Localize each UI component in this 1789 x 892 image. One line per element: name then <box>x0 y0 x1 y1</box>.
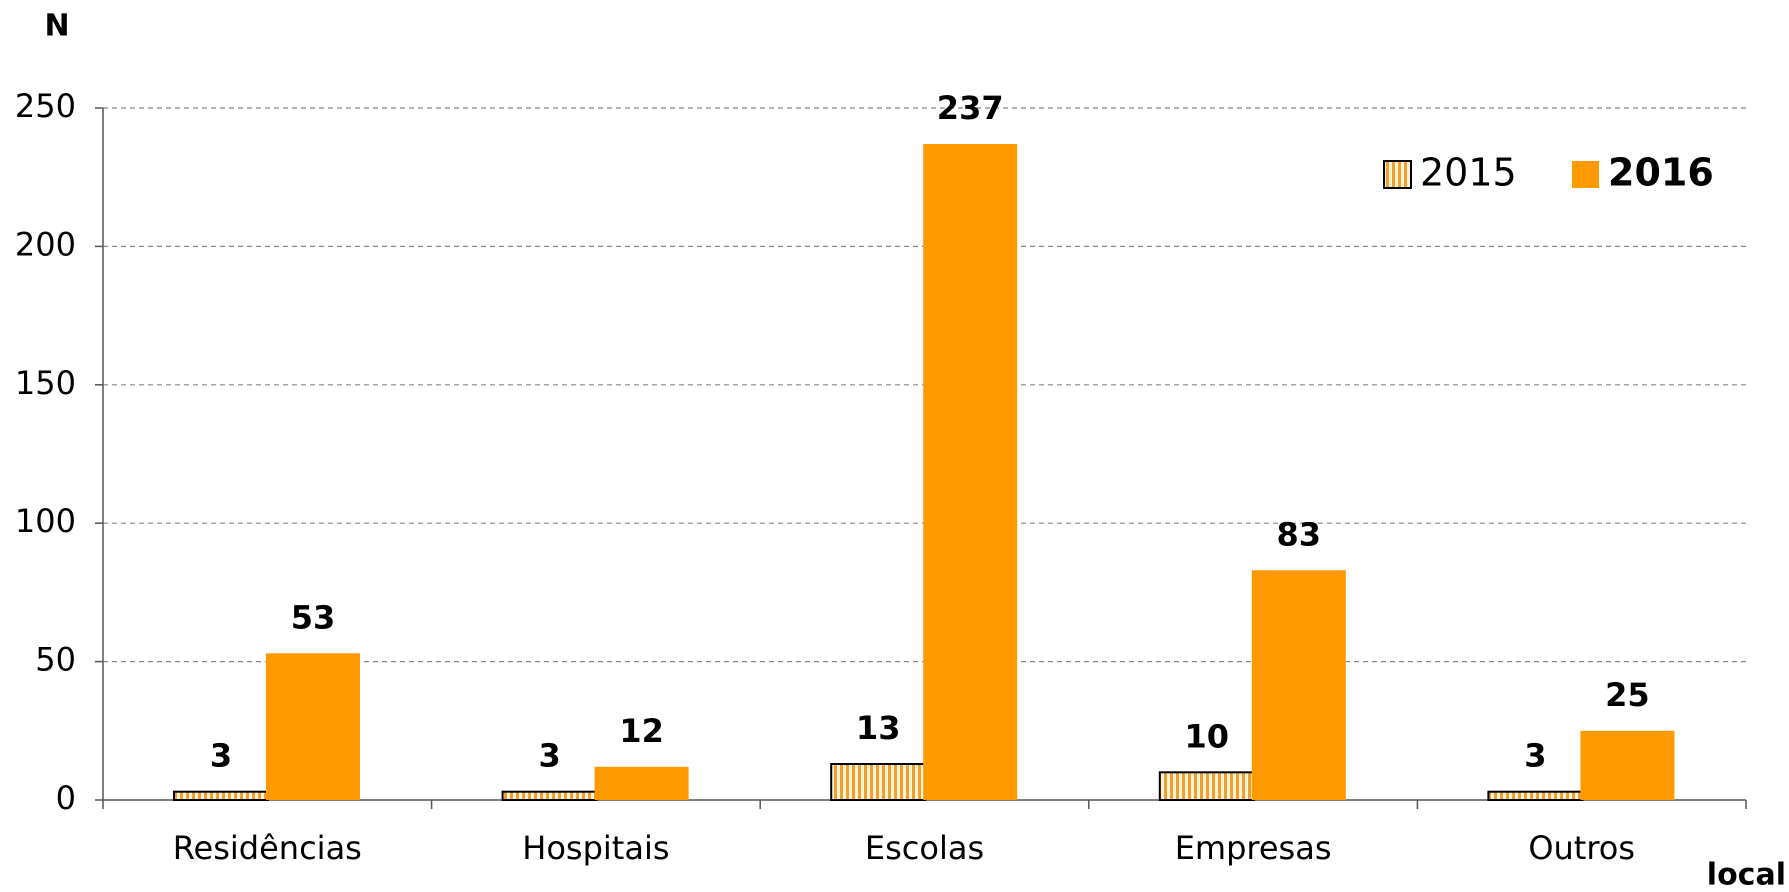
bar <box>1580 730 1675 800</box>
bar <box>594 766 689 800</box>
y-tick-label: 50 <box>35 641 76 679</box>
legend-label: 2015 <box>1420 151 1517 195</box>
x-tick-label: Hospitais <box>522 829 669 867</box>
data-label: 12 <box>619 712 664 750</box>
x-tick-label: Empresas <box>1175 829 1332 867</box>
x-axis-label: local <box>1707 858 1786 892</box>
legend-swatch <box>1383 160 1412 189</box>
data-label: 83 <box>1277 515 1322 553</box>
y-tick-label: 200 <box>15 225 76 263</box>
x-tick-label: Outros <box>1528 829 1635 867</box>
y-tick-label: 0 <box>56 779 76 817</box>
data-label: 3 <box>210 737 232 775</box>
y-axis-label: N <box>44 9 69 44</box>
bar <box>266 653 360 800</box>
bar <box>1251 570 1346 800</box>
data-label: 3 <box>538 737 560 775</box>
bar <box>830 763 927 801</box>
x-tick-label: Escolas <box>865 829 984 867</box>
data-label: 13 <box>856 709 901 747</box>
y-tick-label: 150 <box>15 364 76 402</box>
data-label: 25 <box>1605 676 1650 714</box>
legend-swatch <box>1572 161 1599 188</box>
bar <box>173 790 269 801</box>
bar <box>923 143 1018 800</box>
data-label: 237 <box>937 89 1004 127</box>
bar <box>1487 790 1584 801</box>
data-label: 10 <box>1185 717 1230 755</box>
bar <box>501 790 598 801</box>
y-tick-label: 100 <box>15 502 76 540</box>
data-label: 53 <box>291 598 336 636</box>
bar <box>1158 771 1255 802</box>
data-label: 3 <box>1524 737 1546 775</box>
y-tick-label: 250 <box>15 87 76 125</box>
x-tick-label: Residências <box>173 829 362 867</box>
legend-label: 2016 <box>1608 151 1714 195</box>
